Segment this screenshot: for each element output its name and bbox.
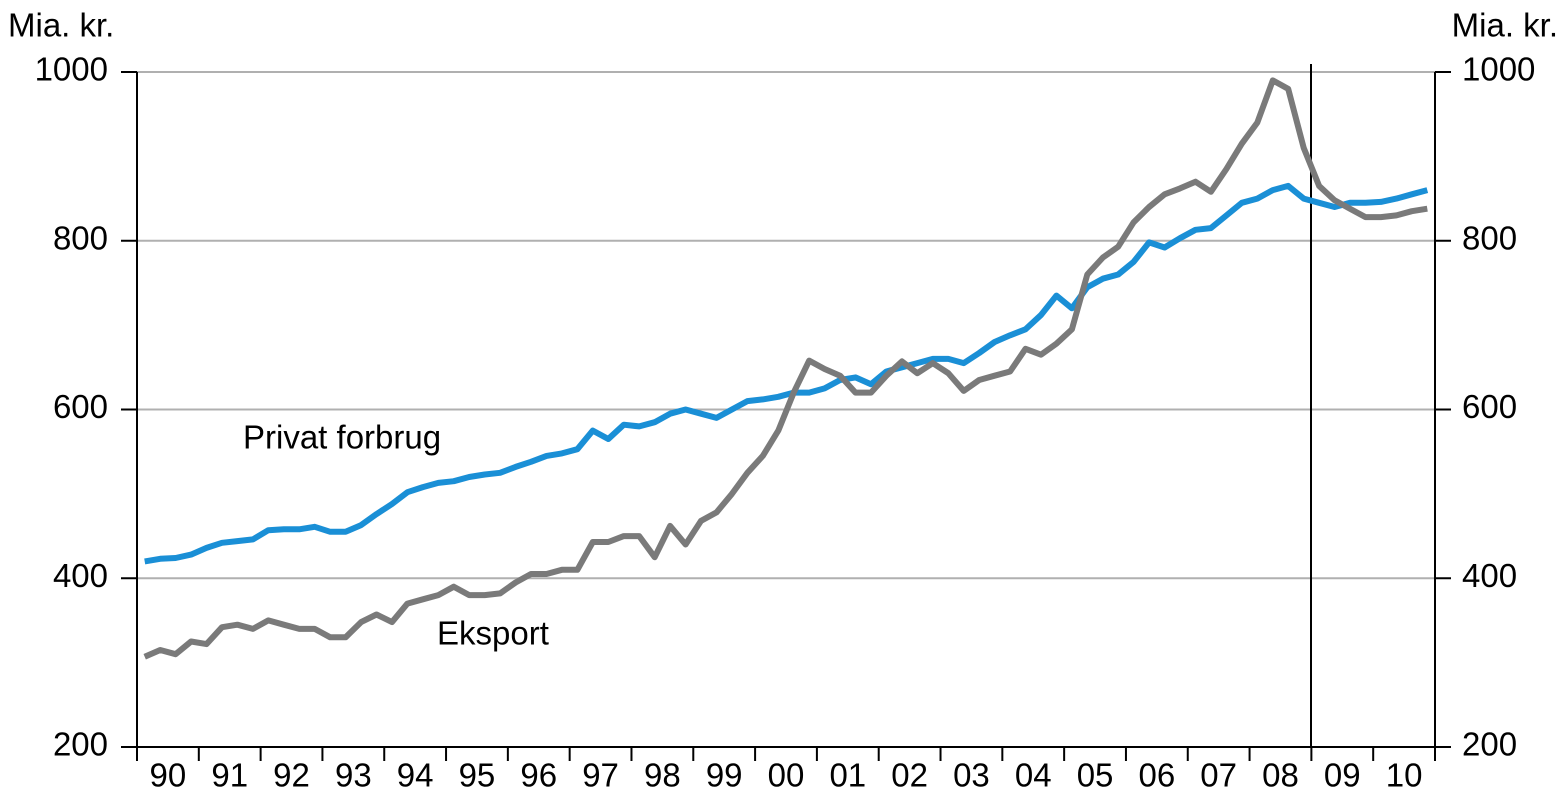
x-tick-label: 03 (953, 757, 990, 794)
x-tick-label: 95 (459, 757, 496, 794)
x-tick-label: 96 (520, 757, 557, 794)
y2-tick-label: 1000 (1462, 51, 1535, 88)
series-label: Eksport (437, 615, 549, 652)
x-tick-label: 08 (1262, 757, 1299, 794)
x-tick-label: 09 (1324, 757, 1361, 794)
y2-tick-label: 200 (1462, 726, 1517, 763)
x-tick-label: 92 (273, 757, 310, 794)
x-tick-label: 00 (768, 757, 805, 794)
x-tick-label: 99 (706, 757, 743, 794)
x-tick-label: 98 (644, 757, 681, 794)
x-tick-label: 04 (1015, 757, 1052, 794)
y2-tick-label: 400 (1462, 557, 1517, 594)
y2-axis-label: Mia. kr. (1452, 7, 1558, 44)
x-tick-label: 01 (829, 757, 866, 794)
x-tick-label: 06 (1138, 757, 1175, 794)
series-line (144, 182, 1429, 565)
series-line (143, 77, 1428, 660)
series-label: Privat forbrug (243, 419, 441, 456)
y2-tick-label: 800 (1462, 219, 1517, 256)
x-tick-label: 97 (582, 757, 619, 794)
x-tick-label: 05 (1077, 757, 1114, 794)
y-tick-label: 400 (53, 557, 108, 594)
x-tick-label: 91 (211, 757, 248, 794)
x-tick-label: 02 (891, 757, 928, 794)
x-tick-label: 10 (1386, 757, 1423, 794)
y-tick-label: 600 (53, 388, 108, 425)
x-tick-label: 90 (150, 757, 187, 794)
y-tick-label: 800 (53, 219, 108, 256)
x-tick-label: 93 (335, 757, 372, 794)
y2-tick-label: 600 (1462, 388, 1517, 425)
y-tick-label: 1000 (35, 51, 108, 88)
x-tick-label: 07 (1200, 757, 1237, 794)
y-axis-label: Mia. kr. (8, 7, 114, 44)
y-tick-label: 200 (53, 726, 108, 763)
x-tick-label: 94 (397, 757, 434, 794)
